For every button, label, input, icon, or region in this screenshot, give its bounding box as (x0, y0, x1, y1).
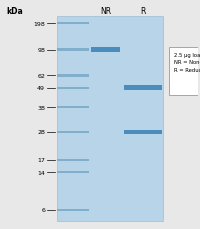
Bar (91, 48, 120, 53)
Text: 14: 14 (37, 170, 45, 175)
Bar (57, 159, 89, 161)
Bar (57, 171, 89, 173)
Text: kDa: kDa (6, 7, 23, 16)
Bar (57, 23, 89, 25)
Bar (57, 107, 89, 109)
Text: NR: NR (100, 7, 111, 16)
Bar (57, 131, 89, 134)
Bar (57, 49, 89, 52)
Bar (57, 209, 89, 211)
Text: 2.5 μg loading
NR = Non-reduced
R = Reduced: 2.5 μg loading NR = Non-reduced R = Redu… (174, 52, 200, 73)
Text: 198: 198 (33, 22, 45, 27)
Text: 17: 17 (37, 158, 45, 162)
Text: 49: 49 (37, 86, 45, 91)
Bar (57, 87, 89, 90)
Text: 6: 6 (41, 208, 45, 213)
Bar (57, 17, 163, 221)
Text: 98: 98 (37, 48, 45, 53)
Bar (124, 131, 162, 134)
Text: 38: 38 (37, 105, 45, 110)
FancyBboxPatch shape (169, 48, 200, 95)
Text: R: R (140, 7, 145, 16)
Bar (57, 75, 89, 77)
Text: 62: 62 (37, 74, 45, 79)
Text: 28: 28 (37, 130, 45, 135)
Bar (124, 86, 162, 91)
